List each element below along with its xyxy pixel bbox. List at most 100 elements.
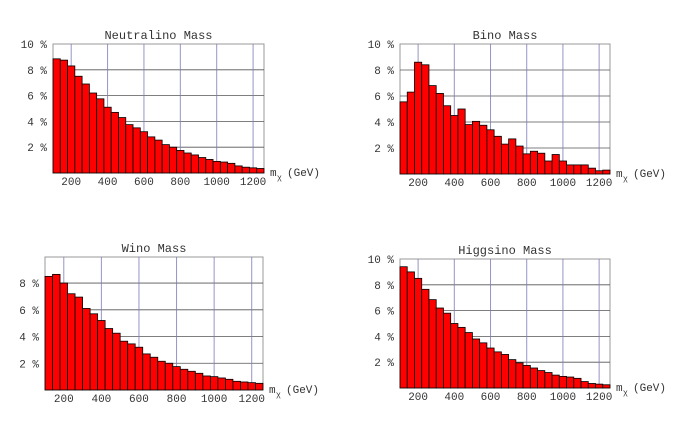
- histogram-bar: [486, 347, 495, 389]
- histogram-bar: [183, 152, 192, 174]
- histogram-bar: [457, 108, 466, 175]
- histogram-bar: [161, 144, 170, 174]
- y-tick-label: 8 %: [27, 66, 47, 78]
- histogram-bar: [435, 93, 444, 175]
- chart-panel-higgsino-mass: Higgsino Mass 2 % 4 % 6 % 8 % 10 % 200 400 600 80…: [368, 244, 666, 404]
- histogram-bar: [249, 167, 258, 174]
- x-tick-label: 800: [517, 178, 537, 190]
- histogram-bar: [96, 98, 105, 174]
- histogram-bar: [595, 170, 604, 175]
- x-tick-label: 200: [408, 178, 428, 190]
- histogram-bar: [147, 136, 156, 174]
- histogram-bar: [573, 377, 582, 389]
- x-tick-label: 1000: [550, 178, 576, 190]
- histogram-bar: [544, 372, 553, 389]
- histogram-bar: [172, 366, 181, 391]
- y-tick-label: 4 %: [19, 333, 39, 345]
- histogram-bar: [134, 346, 144, 391]
- y-tick-label: 10 %: [368, 40, 395, 52]
- histogram-bar: [97, 320, 106, 391]
- histogram-bar: [472, 120, 481, 175]
- y-tick-label: 6 %: [374, 307, 394, 319]
- x-axis-label: m: [616, 383, 623, 395]
- x-tick-label: 600: [481, 178, 501, 190]
- histogram-bar: [82, 308, 91, 391]
- histogram-bar: [602, 169, 611, 175]
- histogram-bar: [198, 157, 207, 174]
- histogram-bar: [602, 384, 611, 389]
- histogram-bar: [595, 383, 604, 389]
- histogram-bar: [104, 328, 114, 391]
- chart-panel-neutralino-mass: Neutralino Mass 2 % 4 % 6 % 8 % 10 % 200 400 600…: [21, 29, 320, 189]
- histogram-bar: [529, 150, 538, 175]
- histogram-bar: [421, 64, 430, 175]
- histogram-bar: [443, 105, 452, 175]
- y-tick-label: 10 %: [368, 255, 395, 267]
- x-tick-label: 600: [481, 392, 501, 404]
- histogram-bar: [255, 382, 264, 391]
- y-tick-label: 10 %: [21, 40, 48, 52]
- histogram-bar: [544, 160, 553, 175]
- chart-panel-bino-mass: Bino Mass 2 % 4 % 6 % 8 % 10 % 200 400 600 800 100…: [368, 29, 666, 190]
- y-tick-label: 4 %: [374, 118, 394, 130]
- y-tick-label: 4 %: [374, 332, 394, 344]
- histogram-bar: [103, 106, 112, 174]
- histogram-bar: [232, 380, 241, 391]
- histogram-bar: [179, 368, 189, 391]
- y-tick-label: 4 %: [27, 117, 47, 129]
- histogram-bar: [187, 370, 196, 391]
- histogram-bar: [486, 129, 495, 175]
- histogram-bar: [428, 85, 437, 175]
- y-tick-label: 8 %: [374, 281, 394, 293]
- histogram-bar: [566, 376, 575, 389]
- histogram-bar: [142, 353, 151, 391]
- histogram-bar: [464, 124, 473, 175]
- histogram-bar: [551, 374, 560, 389]
- x-tick-label: 200: [408, 392, 428, 404]
- histogram-bar: [74, 75, 83, 174]
- histogram-bar: [479, 342, 488, 389]
- x-axis-label: m: [270, 168, 277, 180]
- x-axis-unit: (GeV): [287, 168, 320, 180]
- histogram-bar: [529, 367, 538, 389]
- histogram-bar: [67, 65, 76, 174]
- chart-title: Neutralino Mass: [104, 29, 212, 43]
- histogram-bar: [537, 152, 546, 175]
- histogram-bar: [399, 101, 408, 175]
- histogram-bar: [500, 354, 510, 389]
- x-axis-unit: (GeV): [633, 383, 666, 395]
- histogram-bar: [587, 383, 596, 389]
- histogram-bar: [500, 143, 510, 175]
- x-tick-label: 400: [98, 177, 118, 189]
- histogram-bar: [119, 340, 129, 391]
- x-axis-unit: (GeV): [633, 169, 666, 181]
- histogram-bar: [88, 92, 98, 174]
- chart-title: Bino Mass: [473, 29, 538, 43]
- histogram-bar: [89, 313, 99, 391]
- histogram-bar: [139, 131, 148, 174]
- x-axis-label: m: [269, 385, 276, 397]
- histogram-bar: [110, 111, 119, 174]
- histogram-bar: [234, 165, 243, 174]
- histogram-bar: [479, 124, 488, 175]
- histogram-bar: [450, 323, 459, 389]
- histogram-bar: [194, 372, 204, 391]
- histogram-bar: [580, 164, 589, 175]
- histogram-bar: [67, 293, 76, 391]
- histogram-bar: [399, 266, 408, 389]
- x-tick-label: 400: [444, 392, 464, 404]
- histogram-bar: [493, 351, 502, 389]
- histogram-bar: [558, 375, 567, 389]
- histogram-bar: [132, 127, 141, 174]
- histogram-bar: [205, 159, 214, 174]
- histogram-bar: [256, 168, 265, 174]
- x-tick-label: 1200: [586, 178, 612, 190]
- x-tick-label: 1200: [240, 177, 266, 189]
- x-tick-label: 800: [517, 392, 537, 404]
- y-tick-label: 6 %: [374, 92, 394, 104]
- histogram-bar: [515, 145, 524, 175]
- histogram-bar: [59, 59, 68, 174]
- histogram-bar: [219, 161, 229, 174]
- y-tick-label: 2 %: [27, 143, 47, 155]
